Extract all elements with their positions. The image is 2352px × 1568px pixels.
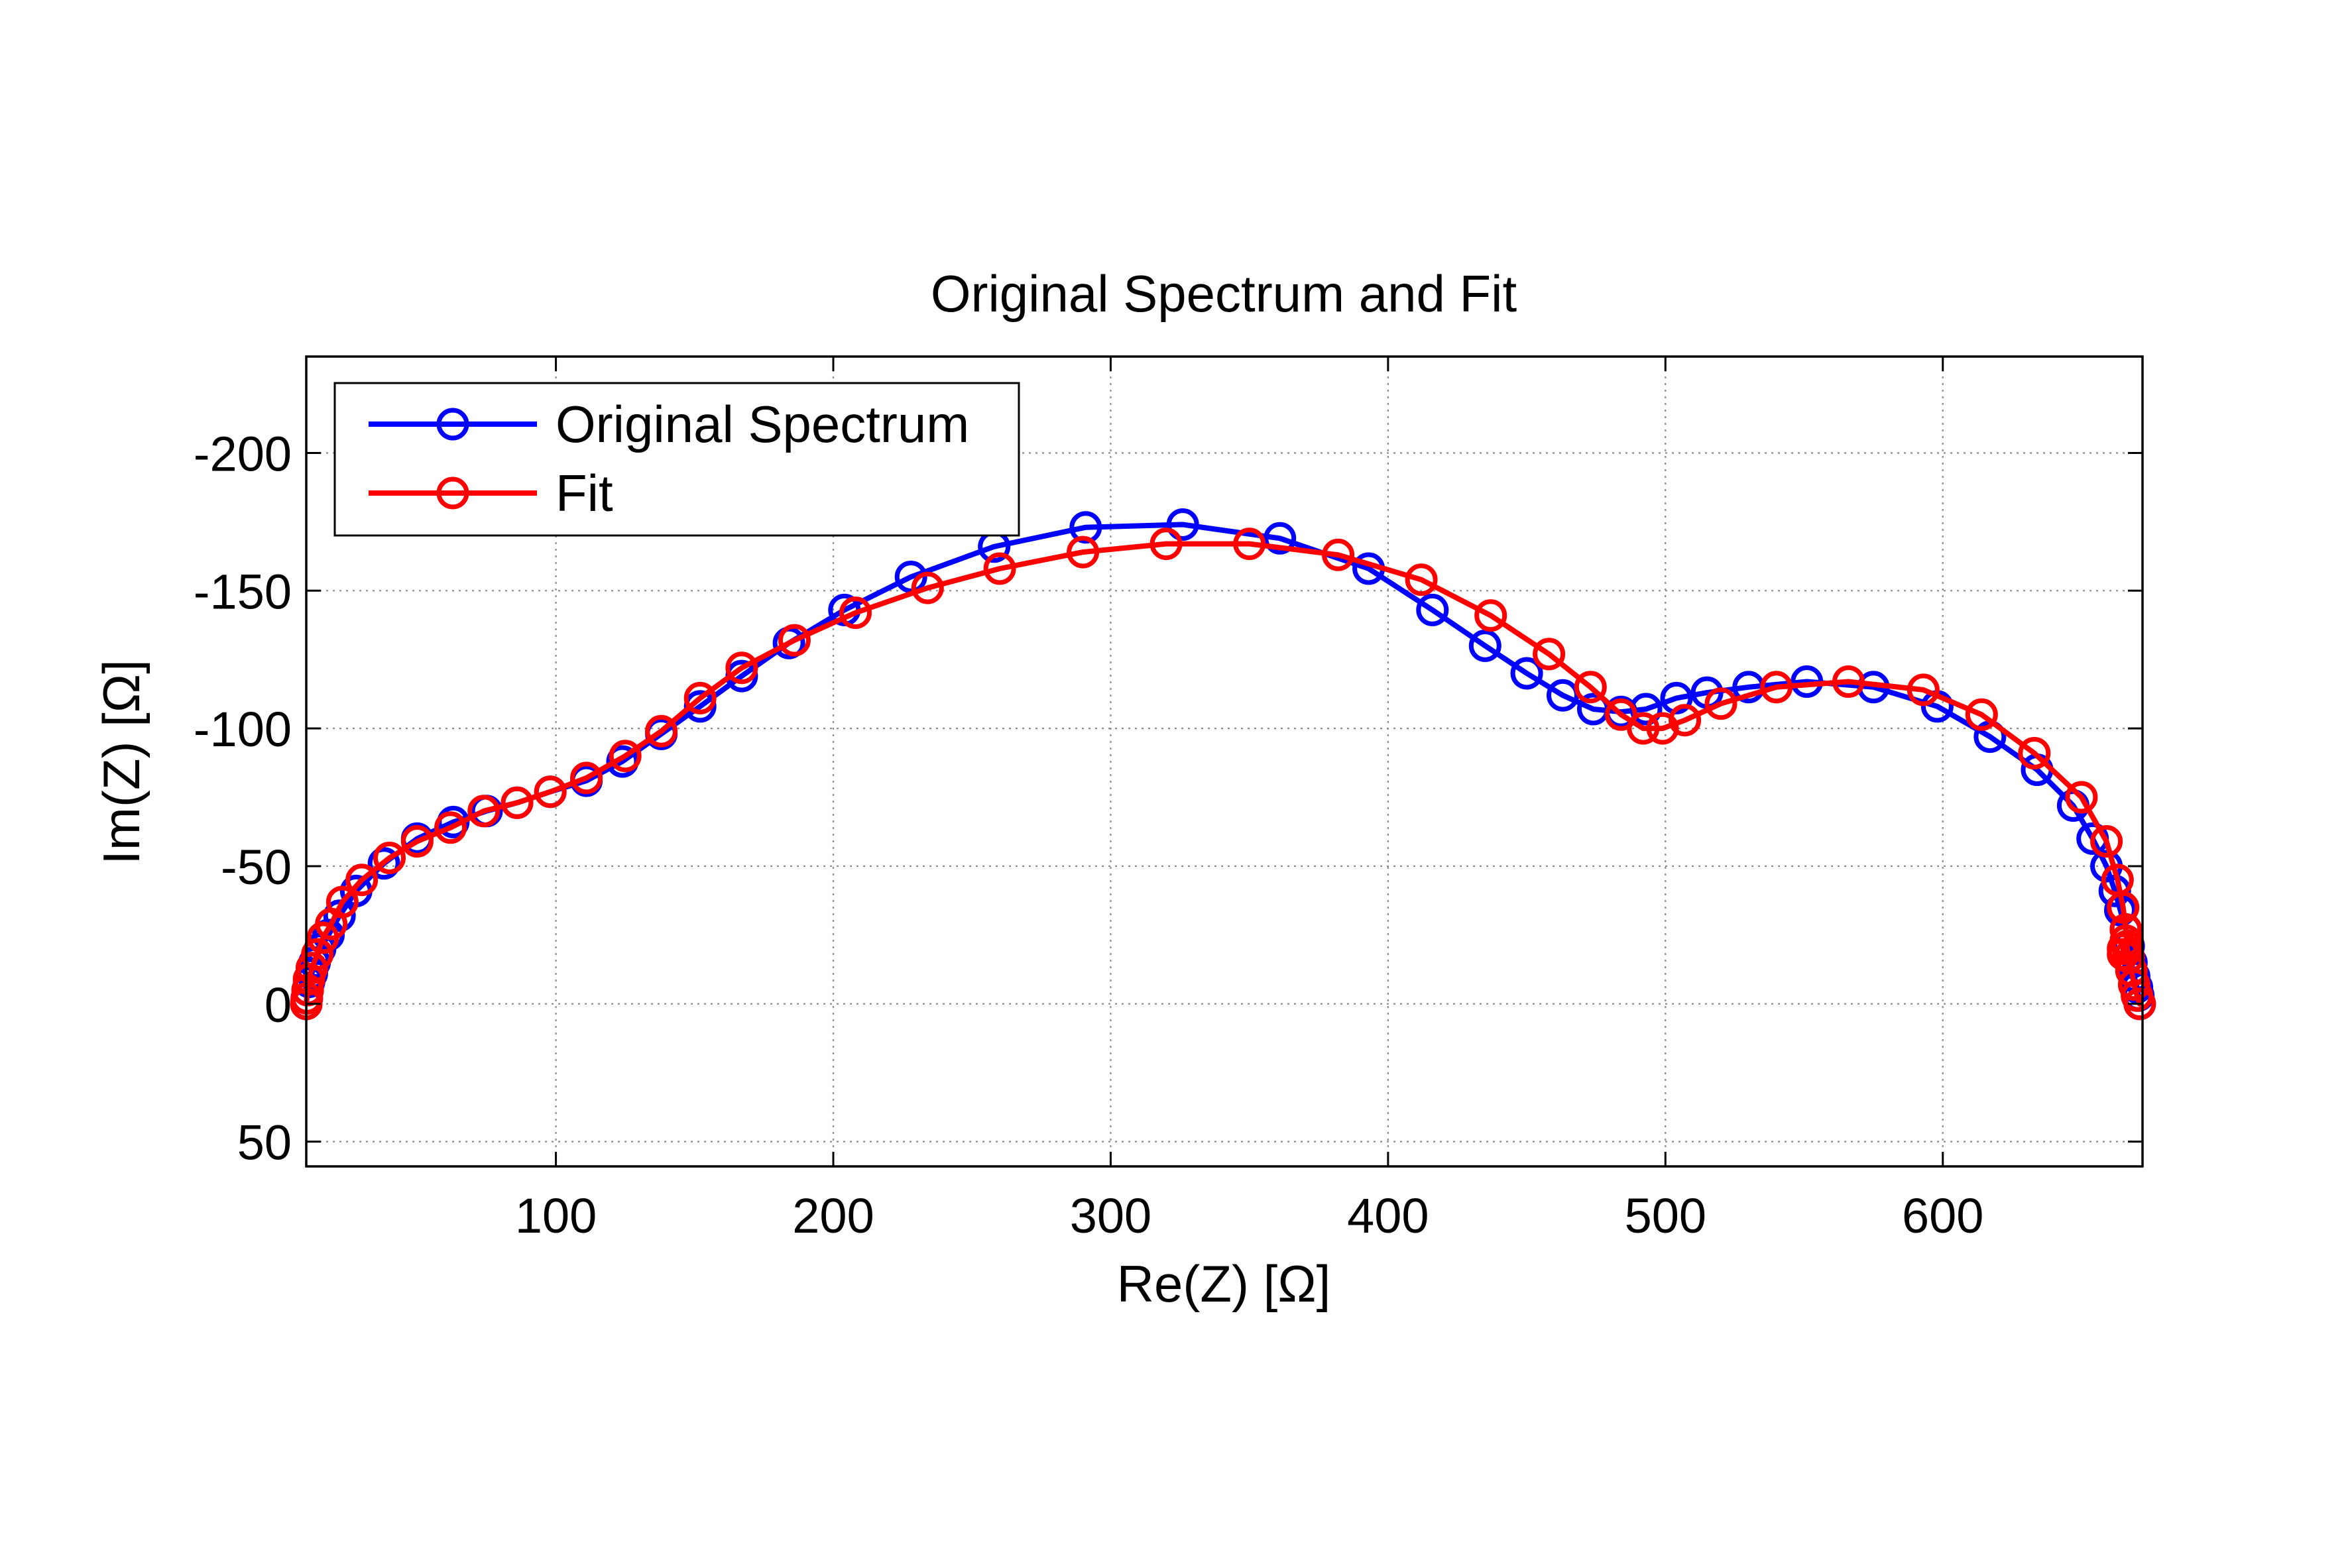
legend-entry: Fit xyxy=(369,464,613,522)
data-point xyxy=(1965,698,1998,731)
data-point xyxy=(570,761,603,795)
data-point xyxy=(839,596,872,630)
data-point xyxy=(1416,593,1449,626)
data-point xyxy=(1405,563,1438,596)
legend-marker xyxy=(436,476,469,510)
axis-ticks: 100 200 300 400 500 600 -200 -150 -100 -50 0 50 xyxy=(194,357,2143,1243)
data-point xyxy=(301,938,334,971)
data-point xyxy=(1474,599,1507,632)
data-point xyxy=(1704,687,1737,720)
series-fit xyxy=(290,528,2156,1021)
data-point xyxy=(2123,987,2156,1021)
legend-marker xyxy=(436,408,469,441)
data-point xyxy=(1760,671,1793,704)
data-point xyxy=(345,864,379,897)
x-tick-label: 400 xyxy=(1347,1188,1429,1243)
data-point xyxy=(373,842,406,874)
data-point xyxy=(500,786,534,819)
y-tick-label: -50 xyxy=(221,840,292,895)
legend: Original Spectrum Fit xyxy=(333,382,1020,537)
x-tick-label: 500 xyxy=(1625,1188,1706,1243)
data-point xyxy=(1069,511,1102,544)
y-tick-label: 0 xyxy=(265,978,292,1033)
data-point xyxy=(778,624,811,657)
data-point xyxy=(534,775,567,809)
data-point xyxy=(983,552,1016,585)
data-point xyxy=(1907,673,1940,706)
plot-area-frame xyxy=(305,355,2144,1168)
data-point xyxy=(645,714,678,748)
data-point xyxy=(1149,528,1183,561)
data-point xyxy=(1832,665,1865,698)
x-tick-label: 600 xyxy=(1902,1188,1983,1243)
data-point xyxy=(2018,737,2051,769)
data-point xyxy=(1510,657,1543,690)
data-point xyxy=(725,651,758,685)
data-point xyxy=(1533,638,1566,671)
data-point xyxy=(1627,712,1660,745)
data-point xyxy=(2107,891,2140,924)
data-point xyxy=(325,885,359,919)
legend-label: Fit xyxy=(556,464,613,522)
data-point xyxy=(1264,522,1297,555)
y-tick-label: -100 xyxy=(194,702,292,757)
series-layer xyxy=(290,508,2156,1021)
x-tick-label: 300 xyxy=(1070,1188,1151,1243)
data-point xyxy=(1322,538,1355,571)
data-point xyxy=(400,825,434,858)
x-tick-label: 200 xyxy=(792,1188,874,1243)
data-point xyxy=(367,847,400,880)
legend-entry: Original Spectrum xyxy=(369,395,969,453)
data-point xyxy=(683,681,717,714)
data-point xyxy=(1468,629,1501,662)
y-axis-label: Im(Z) [Ω] xyxy=(92,659,150,865)
x-tick-label: 100 xyxy=(515,1188,597,1243)
data-point xyxy=(609,740,642,773)
data-point xyxy=(1574,671,1607,704)
x-axis-label: Re(Z) [Ω] xyxy=(1117,1255,1331,1313)
data-point xyxy=(894,561,927,593)
data-point xyxy=(911,571,944,604)
data-point xyxy=(434,811,467,844)
chart-title: Original Spectrum and Fit xyxy=(931,264,1517,323)
data-point xyxy=(1067,535,1100,569)
data-point xyxy=(1233,528,1266,561)
y-tick-label: -200 xyxy=(194,426,292,481)
data-point xyxy=(2109,924,2143,957)
y-tick-label: -150 xyxy=(194,564,292,619)
data-point xyxy=(1669,704,1702,737)
y-tick-label: 50 xyxy=(237,1115,292,1170)
legend-label: Original Spectrum xyxy=(556,395,969,453)
data-point xyxy=(467,795,500,828)
data-point xyxy=(2065,781,2098,814)
data-point xyxy=(2090,825,2123,858)
data-point xyxy=(1166,508,1199,541)
